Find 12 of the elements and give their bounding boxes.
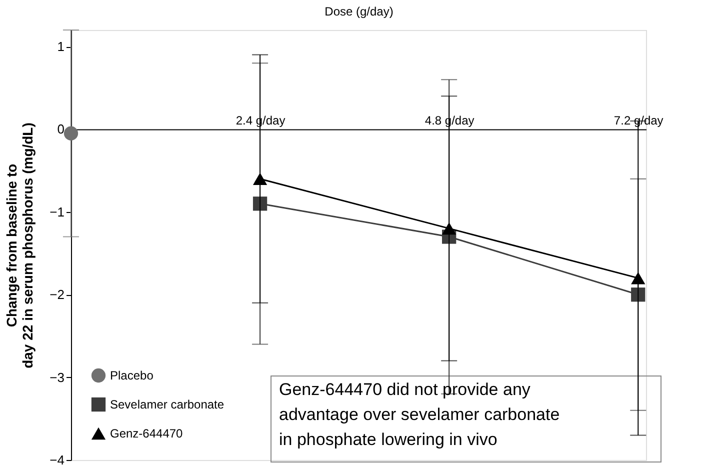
y-axis-title: Change from baseline to day 22 in serum phosphorus (mg/dL) (4, 122, 36, 368)
y-tick-label: −3 (50, 370, 64, 385)
x-tick-label: 7.2 g/day (614, 114, 664, 128)
legend-label: Sevelamer carbonate (110, 398, 224, 412)
y-tick-label: 1 (57, 39, 64, 54)
legend-label: Genz-644470 (110, 426, 184, 440)
legend-label: Placebo (110, 368, 154, 382)
y-tick-label: −2 (50, 287, 64, 302)
y-tick-label: 0 (57, 122, 64, 137)
x-axis-title: Dose (g/day) (324, 4, 394, 18)
y-tick-label: −1 (50, 204, 64, 220)
y-tick-label: −4 (50, 452, 64, 468)
